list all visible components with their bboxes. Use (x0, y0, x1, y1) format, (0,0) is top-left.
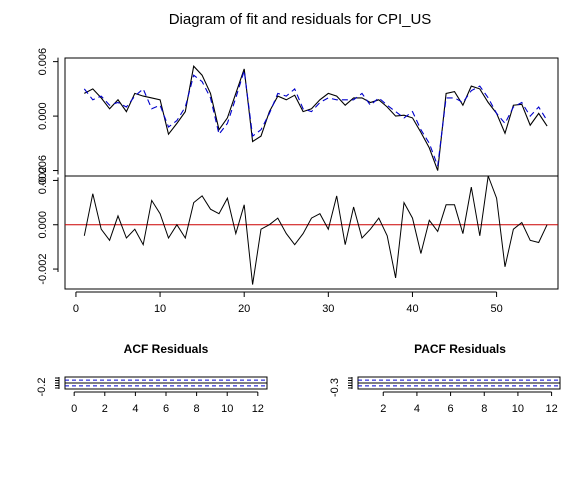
fit-panel: 0.006 0.000 -0.006 (37, 48, 559, 186)
fit-series-fitted (83, 70, 548, 167)
acf-x-tick-label: 8 (194, 403, 200, 415)
acf-panel: ACF Residuals -0.2 0 2 4 6 8 10 12 (36, 342, 268, 415)
residual-panel-frame (64, 175, 559, 290)
residual-series (83, 175, 548, 285)
pacf-axes: -0.3 2 4 6 8 10 12 (329, 377, 560, 415)
acf-x-tick-label: 6 (163, 403, 169, 415)
residual-x-tick-label: 50 (490, 303, 502, 315)
acf-axes: -0.2 0 2 4 6 8 10 12 (36, 377, 267, 415)
residual-x-tick-label: 0 (73, 303, 79, 315)
pacf-panel: PACF Residuals -0.3 2 4 6 8 10 12 (329, 342, 561, 415)
fit-y-tick-label: -0.006 (37, 155, 49, 186)
residual-x-tick-label: 10 (154, 303, 166, 315)
pacf-x-tick-label: 2 (380, 403, 386, 415)
figure-title: Diagram of fit and residuals for CPI_US (169, 11, 432, 28)
fit-y-tick-label: 0.006 (37, 48, 49, 76)
residual-y-tick-label: -0.002 (37, 253, 49, 284)
pacf-x-tick-label: 4 (414, 403, 420, 415)
acf-x-tick-label: 4 (132, 403, 138, 415)
pacf-x-tick-label: 10 (512, 403, 524, 415)
pacf-y-tick-label: -0.3 (329, 378, 341, 397)
pacf-title: PACF Residuals (414, 342, 506, 356)
acf-y-tick-label: -0.2 (36, 378, 48, 397)
pacf-x-tick-label: 6 (448, 403, 454, 415)
pacf-x-tick-label: 12 (545, 403, 557, 415)
residual-panel: 0.002 0.000 -0.002 0 10 20 30 40 50 (37, 167, 559, 315)
residual-y-tick-label: 0.002 (37, 167, 49, 195)
fit-series (83, 65, 548, 171)
acf-x-tick-label: 2 (102, 403, 108, 415)
acf-x-tick-label: 12 (252, 403, 264, 415)
residual-x-tick-label: 40 (406, 303, 418, 315)
acf-x-tick-label: 10 (221, 403, 233, 415)
fit-panel-frame (64, 57, 559, 177)
fit-y-tick-label: 0.000 (37, 102, 49, 130)
pacf-x-tick-label: 8 (481, 403, 487, 415)
fit-y-axis: 0.006 0.000 -0.006 (37, 48, 59, 186)
acf-x-tick-label: 0 (71, 403, 77, 415)
residual-series-line (83, 175, 548, 285)
fit-series-actual (84, 65, 548, 171)
residual-y-tick-label: 0.000 (37, 211, 49, 239)
residual-x-tick-label: 30 (322, 303, 334, 315)
residual-x-tick-label: 20 (238, 303, 250, 315)
acf-title: ACF Residuals (124, 342, 209, 356)
